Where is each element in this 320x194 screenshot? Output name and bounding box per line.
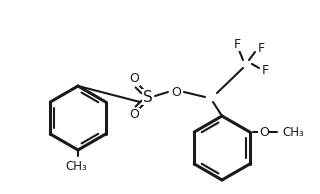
Text: O: O [129,73,139,86]
Text: O: O [171,86,181,99]
Text: O: O [259,126,269,139]
Text: F: F [233,37,241,50]
Text: S: S [143,89,153,105]
Text: CH₃: CH₃ [65,160,87,173]
Text: O: O [129,108,139,121]
Text: CH₃: CH₃ [283,126,304,139]
Text: F: F [261,63,268,76]
Text: F: F [257,42,265,55]
